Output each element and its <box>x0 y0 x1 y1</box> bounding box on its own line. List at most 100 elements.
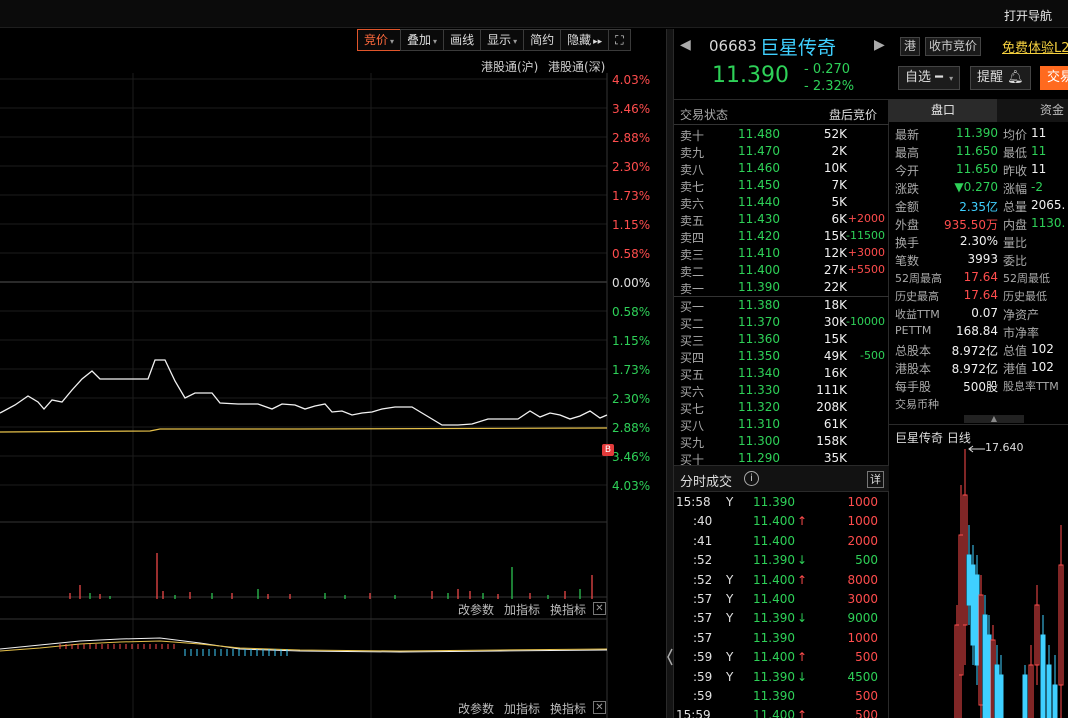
collapse-icon[interactable] <box>667 647 673 667</box>
level-volume: 22K <box>823 280 847 294</box>
connect-sz-label[interactable]: 港股通(深) <box>548 60 606 74</box>
alert-button[interactable]: 提醒 🔔︎ <box>970 66 1031 90</box>
panel-splitter[interactable] <box>666 29 674 718</box>
level-label: 买四 <box>680 351 705 365</box>
toolbar-button[interactable]: 叠加 ▾ <box>400 29 445 51</box>
candle-body <box>1058 564 1064 686</box>
stat-label: 最低 <box>1003 146 1028 160</box>
toolbar-button[interactable]: 竞价 ▾ <box>357 29 402 51</box>
level-label: 卖六 <box>680 197 705 211</box>
auction-badge: 收市竞价 <box>925 37 982 56</box>
bid-row[interactable]: 买一 11.380 18K <box>674 298 889 315</box>
daily-kline-chart[interactable] <box>889 425 1068 718</box>
toolbar-button[interactable]: 隐藏 ▸▸ <box>560 29 610 51</box>
connect-sh-label[interactable]: 港股通(沪) <box>481 60 539 74</box>
stat-value: 8.972亿 <box>951 344 998 358</box>
stat-row: 52周最高 17.64 52周最低 <box>889 270 1068 288</box>
ask-row[interactable]: 卖十 11.480 52K <box>674 127 889 144</box>
stock-name[interactable]: 巨星传奇 <box>760 37 837 59</box>
level-label: 买一 <box>680 300 705 314</box>
next-stock-icon[interactable]: ▶ <box>874 37 885 53</box>
ask-row[interactable]: 卖五 11.430 6K +2000 <box>674 212 889 229</box>
trade-volume: 500 <box>855 708 878 718</box>
time-and-sales-header: 分时成交 i 详 <box>674 466 889 492</box>
tab-handicap[interactable]: 盘口 <box>889 99 997 122</box>
stat-label: 总值 <box>1003 344 1028 358</box>
quote-panel: ◀ 06683 巨星传奇 ▶ 港 收市竞价 免费体验L2 11.390 - 0.… <box>674 29 1068 718</box>
trade-button[interactable]: 交易 <box>1040 66 1068 90</box>
collapse-stats-icon[interactable]: ▲ <box>964 415 1024 423</box>
ask-row[interactable]: 卖二 11.400 27K +5500 <box>674 263 889 280</box>
open-navigation-button[interactable]: 打开导航 <box>1003 9 1052 23</box>
ask-row[interactable]: 卖三 11.410 12K +3000 <box>674 246 889 263</box>
trade-row: :59 Y 11.390 ↓ 4500 <box>674 670 889 689</box>
stat-row: 最高 11.650 最低 11 <box>889 144 1068 162</box>
intraday-price-chart[interactable] <box>0 73 612 718</box>
stat-value: 17.64 <box>963 288 998 302</box>
detail-button[interactable]: 详 <box>867 471 884 488</box>
stat-row: 笔数 3993 委比 <box>889 252 1068 270</box>
bid-row[interactable]: 买五 11.340 16K <box>674 366 889 383</box>
bid-row[interactable]: 买九 11.300 158K <box>674 434 889 451</box>
ask-row[interactable]: 卖八 11.460 10K <box>674 161 889 178</box>
stat-row: 总股本 8.972亿 总值 102 <box>889 342 1068 360</box>
toolbar-button-label: 叠加 <box>407 33 432 47</box>
level-price: 11.380 <box>738 298 780 312</box>
level-volume: 61K <box>823 417 847 431</box>
stat-label: 笔数 <box>895 254 920 268</box>
l2-trial-link[interactable]: 免费体验L2 <box>1002 41 1068 56</box>
stat-label: 内盘 <box>1003 218 1028 232</box>
fullscreen-icon[interactable]: ⛶ <box>608 29 631 51</box>
bid-row[interactable]: 买七 11.320 208K <box>674 400 889 417</box>
close-icon[interactable]: ✕ <box>593 701 606 714</box>
ask-row[interactable]: 卖六 11.440 5K <box>674 195 889 212</box>
watchlist-button[interactable]: 自选 ━ ▾ <box>898 66 961 90</box>
trade-price: 11.390 <box>753 611 795 626</box>
tab-capital[interactable]: 资金 <box>997 99 1068 122</box>
ask-row[interactable]: 卖一 11.390 22K <box>674 280 889 297</box>
level-volume: 30K <box>823 315 847 329</box>
level-delta: +2000 <box>847 212 885 225</box>
swap-indicator-button-1[interactable]: 换指标 <box>550 603 587 617</box>
add-indicator-button-1[interactable]: 加指标 <box>504 603 541 617</box>
toolbar-button[interactable]: 显示 ▾ <box>480 29 525 51</box>
b-marker[interactable]: B <box>602 444 614 456</box>
bid-row[interactable]: 买三 11.360 15K <box>674 332 889 349</box>
bid-row[interactable]: 买十 11.290 35K <box>674 451 889 468</box>
stat-row: 换手 2.30% 量比 <box>889 234 1068 252</box>
swap-indicator-button-2[interactable]: 换指标 <box>550 702 587 716</box>
add-indicator-button-2[interactable]: 加指标 <box>504 702 541 716</box>
trade-row: :41 11.400 2000 <box>674 534 889 553</box>
level-price: 11.300 <box>738 434 780 448</box>
change-params-button-1[interactable]: 改参数 <box>458 603 495 617</box>
ask-row[interactable]: 卖九 11.470 2K <box>674 144 889 161</box>
change-params-button-2[interactable]: 改参数 <box>458 702 495 716</box>
bid-row[interactable]: 买四 11.350 49K -500 <box>674 349 889 366</box>
toolbar-button[interactable]: 画线 <box>443 29 482 51</box>
alert-label: 提醒 <box>977 70 1004 85</box>
bid-row[interactable]: 买八 11.310 61K <box>674 417 889 434</box>
trade-time: :40 <box>693 514 713 529</box>
toolbar-button[interactable]: 简约 <box>523 29 562 51</box>
stat-value: 935.50万 <box>944 218 998 232</box>
stat-label: 外盘 <box>895 218 920 232</box>
trade-flag: Y <box>726 495 734 509</box>
bell-icon: 🔔︎ <box>1007 70 1024 85</box>
toolbar-button-label: 竞价 <box>364 33 389 47</box>
close-icon[interactable]: ✕ <box>593 602 606 615</box>
ask-row[interactable]: 卖四 11.420 15K -11500 <box>674 229 889 246</box>
intraday-chart-panel: 竞价 ▾ 叠加 ▾ 画线 显示 ▾ 简约 隐藏 ▸▸ ⛶ 港股通(沪) 港股通(深) 4.03% 3.… <box>0 29 666 718</box>
y-axis-label: 1.73% <box>612 189 651 203</box>
prev-stock-icon[interactable]: ◀ <box>680 37 691 53</box>
candle-body <box>994 664 1000 718</box>
level-price: 11.310 <box>738 417 780 431</box>
bid-row[interactable]: 买二 11.370 30K -10000 <box>674 315 889 332</box>
candle-body <box>1022 674 1028 718</box>
price-line <box>0 359 608 426</box>
bid-row[interactable]: 买六 11.330 111K <box>674 383 889 400</box>
arrow-up-icon: ↑ <box>797 708 808 718</box>
stat-label: 今开 <box>895 164 920 178</box>
ask-row[interactable]: 卖七 11.450 7K <box>674 178 889 195</box>
info-icon[interactable]: i <box>744 471 759 486</box>
stat-label: 最新 <box>895 128 920 142</box>
